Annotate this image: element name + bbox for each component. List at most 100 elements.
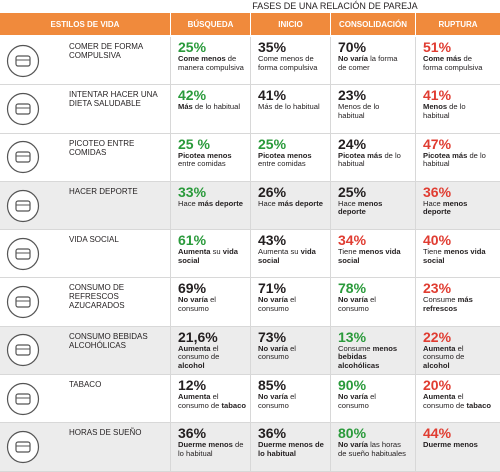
percentage: 36% [178,425,207,442]
cell: 51% Come más de forma compulsiva [415,37,500,85]
percentage: 70% [338,39,367,55]
icon [0,375,45,422]
cell: 47% Picotea más de lo habitual [415,133,500,181]
cell: 44% Duerme menos [415,423,500,471]
percentage: 47% [423,135,452,152]
cell: 71% No varía el consumo [250,278,330,326]
row-icon [6,430,39,464]
note-text: Consume [423,295,458,305]
percentage: 51% [423,39,452,55]
note: Hace más deporte [178,199,248,209]
cell: 20% Aumenta el consumo de tabaco [415,375,500,423]
percentage: 42% [178,87,207,104]
note: Menos de lo habitual [338,103,408,120]
row-icon [6,44,39,77]
percentage: 20% [423,377,452,394]
row: CONSUMO DE REFRESCOS AZUCARADOS 69% No var… [0,278,500,327]
percentage: 90% [338,377,367,394]
cell: 23% Menos de lo habitual [330,85,415,133]
note-text: Come menos de forma compulsiva [258,54,318,72]
cell: 33% Hace más deporte [170,181,250,230]
note: Picotea menos entre comidas [258,151,328,169]
note-text: No varía [258,343,288,353]
cell: 36% Duerme menos de lo habitual [170,423,250,471]
percentage: 36% [258,425,287,442]
note: Consume menos bebidas alcohólicas [338,344,408,371]
note: Duerme menos de lo habitual [258,441,328,458]
row: HORAS DE SUEÑO 36% Duerme menos de lo habi… [0,423,500,472]
note: Hace menos deporte [423,198,493,217]
row-icon [6,382,39,415]
cell: 70% No varía la forma de comer [330,37,415,85]
cell: 41% Más de lo habitual [250,85,330,133]
note-text: Come menos [178,54,226,63]
note: No varía la forma de comer [338,54,408,72]
percentage: 85% [258,377,287,394]
note: Picotea más de lo habitual [338,151,408,169]
note-text: el consumo de [178,343,220,362]
note-text: No varía [338,440,368,450]
note-text: vida social [258,247,316,265]
title: FASES DE UNA RELACIÓN DE PAREJA [252,1,418,11]
note-text: Menos [423,102,448,112]
icon [0,134,45,181]
note-text: más refrescos [423,295,473,314]
row-label: COMER DE FORMA COMPULSIVA [69,42,143,60]
note-text: entre comidas [258,159,306,169]
percentage: 24% [338,135,367,152]
cell: 12% Aumenta el consumo de tabaco [170,375,250,423]
note-text: más deporte [277,198,323,208]
note: Aumenta el consumo de alcohol [178,343,248,371]
percentage: 78% [338,280,367,297]
row: TABACO 12% Aumenta el consumo de tabaco 85%… [0,375,500,424]
note: Consume más refrescos [423,296,493,313]
cell: 25% Picotea menos entre comidas [250,133,330,181]
note-text: No varía [338,295,368,305]
percentage: 71% [258,280,287,297]
header-cell: RUPTURA [415,13,500,35]
row-icon [6,189,39,222]
row-icon [6,141,39,174]
note: Come más de forma compulsiva [423,54,493,72]
note-text: entre comidas [178,159,226,169]
note-text: el consumo [178,295,216,314]
note: No varía el consumo [258,343,328,362]
cell: 25 % Picotea menos entre comidas [170,133,250,181]
header-cell: BÚSQUEDA [170,13,250,35]
table-body: COMER DE FORMA COMPULSIVA 25% Come menos d… [0,37,500,472]
note-text: Aumenta [423,392,456,402]
cell: 34% Tiene menos vida social [330,230,415,278]
row-icon [6,334,39,367]
note: Más de lo habitual [258,102,328,112]
cell: 80% No varía las horas de sueño habituale… [330,423,415,471]
percentage: 35% [258,39,287,55]
percentage: 25% [178,39,207,55]
note: Come menos de forma compulsiva [258,54,328,72]
note: Picotea más de lo habitual [423,150,493,169]
note-text: la forma de comer [338,54,398,72]
cell: 36% Hace menos deporte [415,181,500,230]
note-text: de forma compulsiva [423,54,483,72]
note-text: Aumenta su [258,247,301,257]
percentage: 41% [423,87,452,104]
note-text: menos deporte [423,198,468,217]
row: HACER DEPORTE 33% Hace más deporte 26% Hace … [0,181,500,231]
percentage: 25% [338,183,367,200]
percentage: 23% [423,280,452,297]
percentage: 43% [258,232,287,249]
cell: 23% Consume más refrescos [415,278,500,326]
note-text: de lo habitual [423,150,486,169]
note: Come menos de manera compulsiva [178,54,248,72]
note-text: Aumenta [178,247,211,257]
note-text: No varía [338,392,368,402]
note: No varía el consumo [178,296,248,313]
percentage: 25 % [178,135,210,152]
note-text: Duerme menos [423,440,478,450]
row-label: PICOTEO ENTRE COMIDAS [69,138,135,157]
note-text: menos vida social [338,247,401,265]
note-text: No varía [258,295,288,305]
header-cell: CONSOLIDACIÓN [330,13,415,35]
row-label: CONSUMO BEBIDAS ALCOHÓLICAS [69,331,148,350]
cell: 36% Duerme menos de lo habitual [250,423,330,471]
icon [0,37,45,84]
